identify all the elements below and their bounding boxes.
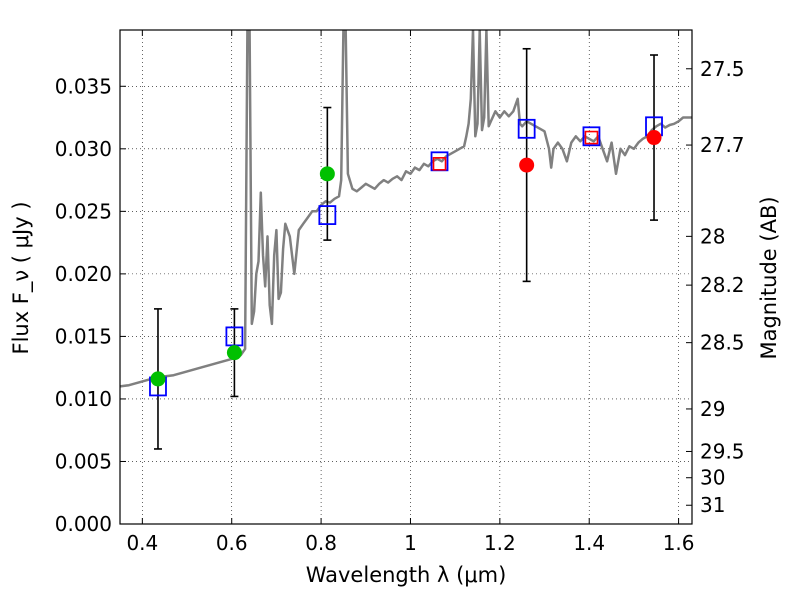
- y-axis-label: Flux F_ν ( μJy ): [9, 201, 34, 354]
- right-tick-label: 27.5: [700, 57, 745, 81]
- y-axis: 0.000 0.005 0.010 0.015 0.020 0.025 0.030 0.035: [55, 74, 126, 536]
- right-y-axis-label: Magnitude (AB): [757, 196, 781, 359]
- y-tick-label: 0.005: [55, 449, 112, 473]
- x-axis: 0.4 0.6 0.8 1 1.2 1.4 1.6: [126, 30, 695, 555]
- right-y-axis: 27.5 27.7 28 28.2 28.5 29 29.5 30 31: [686, 57, 745, 517]
- x-axis-label: Wavelength λ (μm): [306, 563, 507, 587]
- grid-lines: [120, 30, 692, 525]
- plot-frame: [119, 29, 693, 525]
- y-tick-label: 0.010: [55, 387, 112, 411]
- x-tick-label: 0.8: [305, 531, 337, 555]
- right-tick-label: 29: [700, 397, 725, 421]
- chart-series: [120, 30, 692, 450]
- x-tick-label: 0.6: [216, 531, 248, 555]
- y-tick-label: 0.000: [55, 512, 112, 536]
- y-tick-label: 0.030: [55, 137, 112, 161]
- right-tick-label: 28.2: [700, 273, 745, 297]
- model-point: [517, 118, 536, 139]
- y-tick-label: 0.020: [55, 262, 112, 286]
- observed-point-red: [432, 157, 447, 171]
- right-tick-label: 31: [700, 493, 725, 517]
- right-tick-label: 30: [700, 466, 725, 490]
- x-tick-label: 1: [404, 531, 417, 555]
- x-tick-label: 1.2: [484, 531, 516, 555]
- y-tick-label: 0.025: [55, 199, 112, 223]
- x-tick-label: 1.6: [663, 531, 695, 555]
- right-tick-label: 27.7: [700, 133, 745, 157]
- right-tick-label: 28: [700, 224, 725, 248]
- observed-point-red: [584, 130, 599, 145]
- observed-point-green: [319, 166, 335, 182]
- right-tick-label: 29.5: [700, 439, 745, 463]
- model-point: [318, 205, 337, 225]
- x-tick-label: 0.4: [126, 531, 158, 555]
- model-point: [582, 126, 601, 147]
- observed-point-green: [226, 345, 242, 361]
- observed-point-green: [150, 371, 166, 387]
- spectrum-line: [120, 30, 692, 388]
- x-tick-label: 1.4: [573, 531, 605, 555]
- y-tick-label: 0.035: [55, 74, 112, 98]
- y-tick-label: 0.015: [55, 324, 112, 348]
- right-tick-label: 28.5: [700, 331, 745, 355]
- observed-point-red: [646, 130, 662, 146]
- observed-point-red: [519, 157, 535, 173]
